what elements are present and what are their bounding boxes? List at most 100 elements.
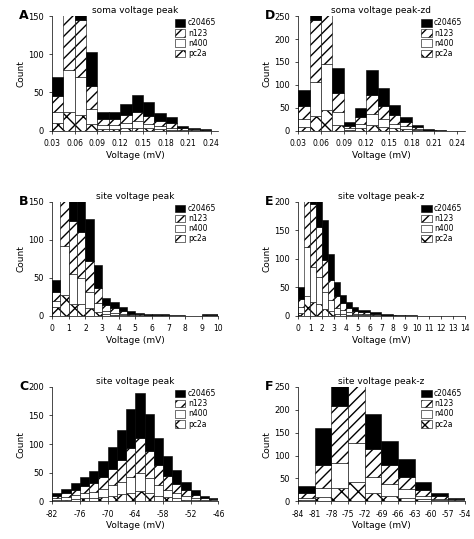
Bar <box>108 495 117 501</box>
Bar <box>370 313 382 314</box>
Bar <box>154 485 163 495</box>
Bar <box>415 481 431 490</box>
Bar <box>431 499 448 500</box>
Bar <box>89 483 98 492</box>
Bar <box>322 260 328 292</box>
Bar <box>145 493 154 501</box>
Bar <box>328 280 334 300</box>
Legend: c20465, n123, n400, pc2a: c20465, n123, n400, pc2a <box>420 203 463 244</box>
Bar <box>102 314 110 316</box>
Bar <box>310 302 316 316</box>
Bar <box>98 119 109 125</box>
Bar <box>61 246 69 295</box>
Bar <box>154 126 165 129</box>
Bar <box>298 486 315 493</box>
Y-axis label: Count: Count <box>16 245 25 272</box>
Bar <box>71 490 80 495</box>
Bar <box>61 489 71 493</box>
Bar <box>108 469 117 485</box>
Bar <box>94 312 102 316</box>
Bar <box>61 500 71 501</box>
Bar <box>322 292 328 309</box>
Bar <box>344 122 355 126</box>
Bar <box>332 125 344 130</box>
Bar <box>352 315 357 316</box>
Bar <box>85 308 94 316</box>
Bar <box>366 95 378 114</box>
Bar <box>328 312 334 316</box>
Bar <box>315 428 331 465</box>
Bar <box>154 438 163 465</box>
Bar <box>202 314 219 315</box>
Title: site voltage peak: site voltage peak <box>96 377 174 386</box>
Bar <box>321 110 332 130</box>
Bar <box>110 308 118 313</box>
Bar <box>448 499 465 500</box>
Bar <box>131 128 143 130</box>
Bar <box>69 220 77 274</box>
Bar <box>298 119 310 127</box>
Bar <box>365 414 382 448</box>
Bar <box>52 292 61 301</box>
Bar <box>126 409 135 448</box>
Bar <box>165 117 177 123</box>
Bar <box>98 112 109 119</box>
Bar <box>177 128 188 130</box>
Bar <box>77 278 85 305</box>
Bar <box>310 125 316 204</box>
Bar <box>298 287 304 299</box>
Bar <box>365 448 382 477</box>
Bar <box>165 128 177 130</box>
Bar <box>126 493 135 501</box>
Bar <box>431 493 448 496</box>
Bar <box>102 298 110 305</box>
Bar <box>191 495 200 499</box>
Bar <box>200 495 209 498</box>
Bar <box>357 310 370 313</box>
Bar <box>177 126 188 128</box>
Bar <box>69 305 77 316</box>
Title: site voltage peak-z: site voltage peak-z <box>338 192 425 201</box>
Bar <box>304 50 310 158</box>
Bar <box>382 315 393 316</box>
Text: D: D <box>265 9 275 22</box>
Title: soma voltage peak: soma voltage peak <box>92 6 178 16</box>
Bar <box>163 475 172 490</box>
Bar <box>110 302 118 308</box>
X-axis label: Voltage (mV): Voltage (mV) <box>106 336 164 345</box>
Text: B: B <box>19 195 28 208</box>
Bar <box>143 116 154 124</box>
Bar <box>393 315 405 316</box>
Bar <box>75 115 86 130</box>
Text: A: A <box>19 9 28 22</box>
Bar <box>298 90 310 106</box>
Y-axis label: Count: Count <box>16 431 25 458</box>
Bar <box>127 312 135 314</box>
Bar <box>411 129 423 130</box>
Bar <box>98 497 108 501</box>
Bar <box>431 500 448 501</box>
Bar <box>61 295 69 316</box>
Bar <box>340 295 346 303</box>
Bar <box>182 482 191 490</box>
Bar <box>98 489 108 497</box>
Bar <box>61 47 69 158</box>
Title: site voltage peak: site voltage peak <box>96 192 174 201</box>
Bar <box>108 447 117 469</box>
Bar <box>334 314 340 316</box>
Bar <box>135 314 144 315</box>
Bar <box>310 20 321 81</box>
Bar <box>191 499 200 500</box>
Bar <box>346 308 352 313</box>
Bar <box>389 124 400 128</box>
Bar <box>398 476 415 489</box>
Bar <box>298 106 310 119</box>
Bar <box>378 119 389 127</box>
Bar <box>108 485 117 495</box>
Bar <box>172 483 182 493</box>
Bar <box>298 500 315 501</box>
Bar <box>94 265 102 288</box>
Bar <box>405 315 417 316</box>
Bar <box>117 494 126 501</box>
Y-axis label: Count: Count <box>263 431 272 458</box>
